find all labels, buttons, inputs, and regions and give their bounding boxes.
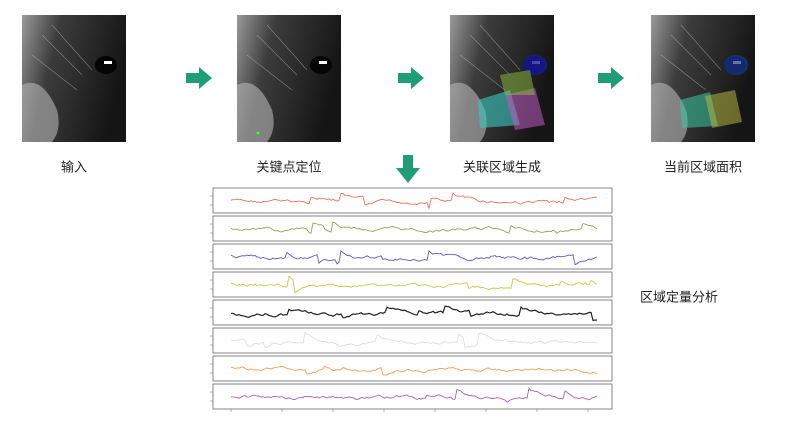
step-area: 当前区域面积 [650,14,756,176]
trace-frame [212,215,613,242]
arrow [598,67,624,89]
analysis-label: 区域定量分析 [640,291,718,306]
trace-line [230,192,598,210]
step-label: 输入 [61,160,87,176]
trace-line [230,387,598,403]
trace-line [230,275,598,294]
trace-line [230,221,598,235]
trace-frame [212,299,613,326]
step-input: 输入 [21,14,127,176]
trace-frame [212,271,613,298]
trace-frame [212,187,613,214]
trace-line [230,250,598,266]
arrow [186,67,212,89]
trace-line [231,305,598,321]
arrow [398,67,424,89]
trace-frame [212,327,613,354]
trace-frame [212,243,613,270]
step-keypoints: 关键点定位 [236,14,342,176]
trace-frame [212,355,613,382]
trace-panel [176,185,621,419]
trace-line [230,365,598,376]
keypoint-image [236,14,342,143]
step-label: 关键点定位 [256,161,321,176]
step-regions: 关联区域生成 [449,14,555,176]
step-label: 当前区域面积 [664,160,742,176]
arrow-down [396,155,420,183]
trace-line [230,331,598,349]
trace-frame [212,383,613,410]
step-label: 关联区域生成 [463,161,541,176]
input-image [21,14,127,143]
keypoint [256,131,260,135]
